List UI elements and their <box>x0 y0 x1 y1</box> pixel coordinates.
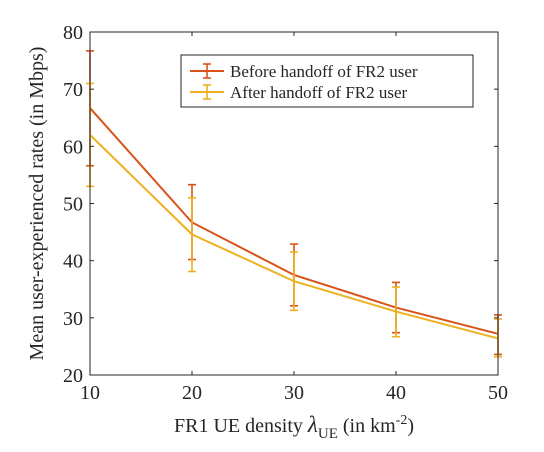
x-axis-label-symbol-subscript: UE <box>318 426 338 442</box>
legend-entries: Before handoff of FR2 user After handoff … <box>190 62 418 102</box>
x-axis-label-prefix: FR1 UE density <box>174 415 308 437</box>
x-tick-label: 20 <box>182 382 202 404</box>
legend-label: After handoff of FR2 user <box>230 83 408 102</box>
x-axis-label-unit-close: ) <box>407 415 414 437</box>
y-tick-label: 40 <box>63 251 83 273</box>
x-axis-label: FR1 UE density λUE (in km-2) <box>174 412 414 442</box>
y-tick-label: 60 <box>63 136 83 158</box>
x-axis-label-symbol: λ <box>307 412 318 437</box>
x-tick-label: 10 <box>80 382 100 404</box>
y-tick-label: 30 <box>63 308 83 330</box>
y-tick-label: 70 <box>63 79 83 101</box>
x-tick-label: 40 <box>386 382 406 404</box>
x-axis-label-unit: (in km <box>338 415 396 437</box>
legend-box <box>180 54 474 108</box>
series-2 <box>86 82 502 358</box>
y-tick-label: 50 <box>63 194 83 216</box>
legend: Before handoff of FR2 user After handoff … <box>180 54 474 108</box>
x-tick-label: 30 <box>284 382 304 404</box>
y-axis-label: Mean user-experienced rates (in Mbps) <box>26 47 48 361</box>
x-tick-label: 50 <box>488 382 508 404</box>
y-tick-label: 20 <box>63 365 83 387</box>
legend-label: Before handoff of FR2 user <box>230 62 418 81</box>
x-axis-label-unit-exponent: -2 <box>396 413 408 428</box>
y-tick-label: 80 <box>63 22 83 44</box>
